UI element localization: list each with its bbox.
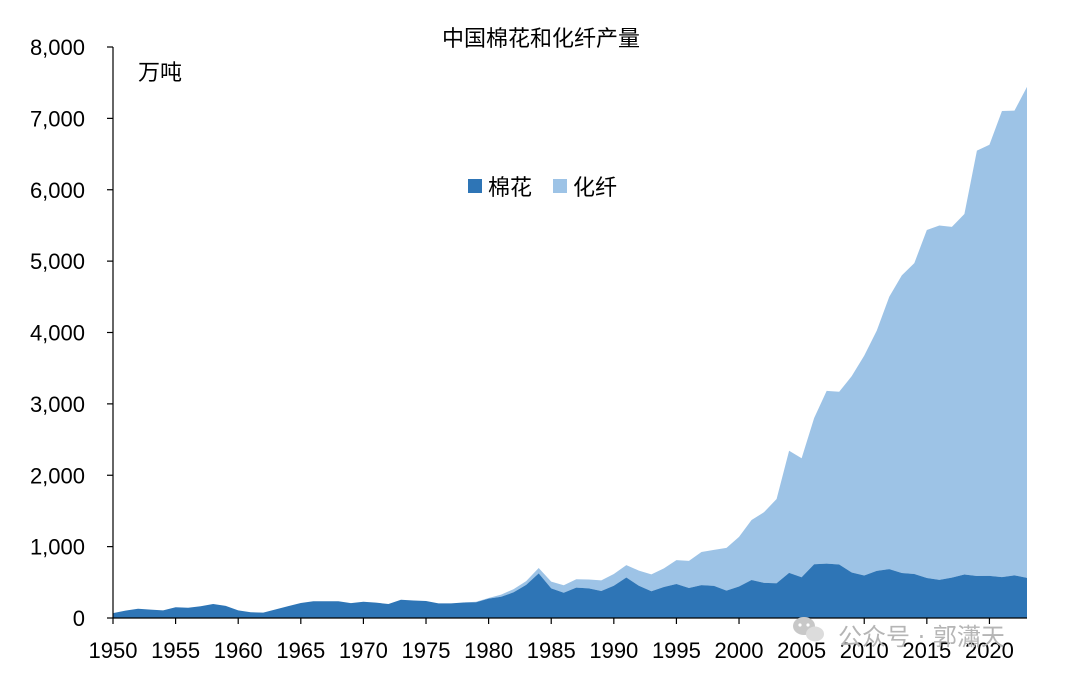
y-tick-label: 5,000 bbox=[30, 249, 85, 274]
y-tick-label: 7,000 bbox=[30, 106, 85, 131]
x-tick-label: 1960 bbox=[214, 638, 263, 663]
wechat-icon bbox=[793, 617, 824, 642]
y-tick-label: 3,000 bbox=[30, 392, 85, 417]
x-tick-label: 1990 bbox=[589, 638, 638, 663]
areas bbox=[113, 86, 1027, 618]
y-axis-unit-label: 万吨 bbox=[138, 61, 182, 86]
watermark: 公众号 · 郭瀟天 bbox=[793, 617, 1005, 651]
x-tick-label: 2020 bbox=[965, 638, 1014, 663]
series-area-chemical-fiber bbox=[113, 86, 1027, 614]
legend-swatch bbox=[468, 179, 482, 193]
x-tick-label: 1955 bbox=[151, 638, 200, 663]
x-tick-label: 1965 bbox=[276, 638, 325, 663]
legend-label: 化纤 bbox=[573, 176, 617, 201]
x-tick-label: 1975 bbox=[402, 638, 451, 663]
legend: 棉花 化纤 bbox=[468, 176, 617, 201]
x-axis: 1950 1955 1960 1965 1970 1975 1980 1985 1990 1995… bbox=[89, 617, 1027, 663]
y-tick-label: 4,000 bbox=[30, 321, 85, 346]
x-tick-label: 2005 bbox=[777, 638, 826, 663]
x-tick-label: 2000 bbox=[715, 638, 764, 663]
watermark-text: 公众号 · 郭瀟天 bbox=[838, 623, 1005, 651]
legend-swatch bbox=[553, 179, 567, 193]
x-tick-label: 1970 bbox=[339, 638, 388, 663]
y-tick-label: 6,000 bbox=[30, 178, 85, 203]
y-axis: 0 1,000 2,000 3,000 4,000 5,000 6,000 7,000 8,00… bbox=[30, 35, 114, 631]
legend-label: 棉花 bbox=[488, 176, 532, 201]
x-tick-label: 2010 bbox=[840, 638, 889, 663]
x-tick-label: 2015 bbox=[902, 638, 951, 663]
y-tick-label: 2,000 bbox=[30, 463, 85, 488]
x-tick-label: 1995 bbox=[652, 638, 701, 663]
y-tick-label: 1,000 bbox=[30, 535, 85, 560]
y-tick-label: 8,000 bbox=[30, 35, 85, 60]
y-tick-label: 0 bbox=[73, 606, 85, 631]
x-tick-label: 1985 bbox=[527, 638, 576, 663]
x-tick-label: 1980 bbox=[464, 638, 513, 663]
x-tick-label: 1950 bbox=[89, 638, 138, 663]
series-area-cotton bbox=[113, 563, 1027, 618]
chart-title: 中国棉花和化纤产量 bbox=[442, 27, 640, 52]
